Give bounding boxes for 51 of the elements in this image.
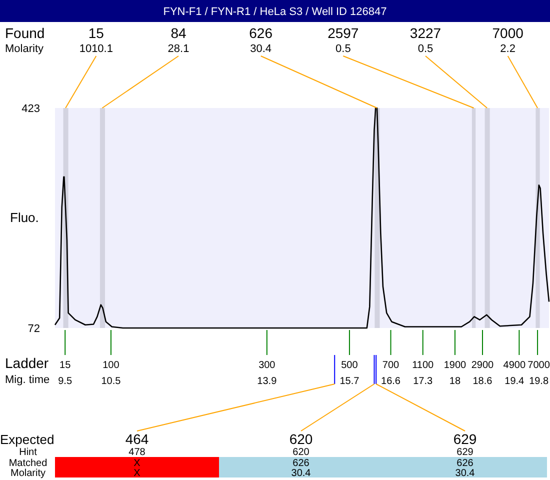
annotation: 2597 0.5 bbox=[328, 25, 359, 55]
data-label: X bbox=[134, 458, 141, 469]
annotation: 1900 bbox=[444, 360, 467, 371]
line-series bbox=[54, 107, 550, 329]
x-axis-title: Mig. time bbox=[5, 374, 50, 386]
annotation: 7000 bbox=[528, 360, 550, 371]
text: Ladder bbox=[5, 355, 49, 371]
annotation: 500 bbox=[341, 360, 358, 371]
annotation: 2900 bbox=[471, 360, 494, 371]
x-tick-label: 19.4 bbox=[504, 376, 525, 387]
x-tick-label: 9.5 bbox=[58, 376, 72, 387]
x-tick-label: 19.8 bbox=[529, 376, 549, 387]
data-label: 478 bbox=[128, 447, 146, 458]
x-tick-label: 15.7 bbox=[340, 376, 360, 387]
annotation: 700 bbox=[382, 360, 400, 371]
y-tick-label: 423 bbox=[22, 103, 40, 115]
annotation: 4900 bbox=[503, 360, 526, 371]
text: Hint bbox=[19, 447, 38, 458]
data-label: 626 bbox=[456, 458, 474, 469]
y-axis-title: Fluo. bbox=[10, 210, 39, 225]
x-tick-label: 17.3 bbox=[413, 376, 434, 387]
data-label: X bbox=[134, 468, 141, 479]
x-tick-label: 18.6 bbox=[472, 376, 493, 387]
text: Found bbox=[5, 25, 45, 41]
x-tick-label: 10.5 bbox=[101, 376, 122, 387]
annotation: 15 bbox=[60, 360, 72, 371]
text: Matched bbox=[8, 458, 48, 469]
data-label: 30.4 bbox=[455, 468, 476, 479]
annotation: 7000 2.2 bbox=[492, 25, 524, 55]
annotation: 15 1010.1 bbox=[79, 25, 113, 55]
annotation: 84 28.1 bbox=[168, 25, 190, 55]
text: Molarity bbox=[5, 43, 44, 55]
annotation: 3227 0.5 bbox=[410, 25, 442, 55]
text: Expected bbox=[0, 432, 54, 447]
x-tick-label: 16.6 bbox=[381, 376, 401, 387]
data-label: 626 bbox=[292, 458, 310, 469]
x-tick-label: 18 bbox=[449, 376, 461, 387]
category-label: 620 bbox=[292, 447, 310, 458]
annotation: 100 bbox=[102, 360, 120, 371]
chart-title: FYN-F1 / FYN-R1 / HeLa S3 / Well ID 126847 bbox=[163, 6, 387, 18]
x-tick-label: 13.9 bbox=[257, 376, 278, 387]
data-label: 30.4 bbox=[291, 468, 312, 479]
annotation: 300 bbox=[258, 360, 276, 371]
y-tick-label: 72 bbox=[28, 323, 40, 335]
data-label: 629 bbox=[453, 431, 477, 447]
category-label: 464 bbox=[125, 431, 149, 447]
annotation: 1100 bbox=[412, 360, 434, 371]
text: Molarity bbox=[10, 468, 46, 479]
data-label: 620 bbox=[289, 431, 313, 447]
category-label: 629 bbox=[456, 447, 474, 458]
annotation: 626 30.4 bbox=[249, 25, 273, 55]
